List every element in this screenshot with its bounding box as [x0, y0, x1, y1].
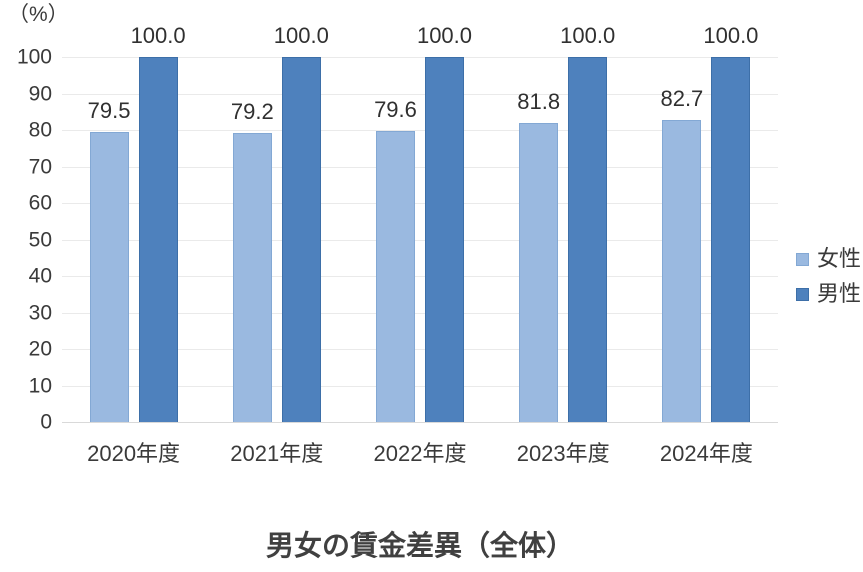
bar-女性-2024年度	[662, 120, 702, 422]
plot-area: 79.5 100.0 2020年度 79.2 100.0 2021年度 79.6 100.0 2…	[62, 25, 778, 466]
x-axis-label: 2023年度	[516, 441, 610, 466]
y-tick-label: 100	[16, 45, 52, 69]
legend-entry-男性: 男性	[796, 283, 861, 305]
bar-value-label: 100.0	[560, 23, 616, 48]
bar-男性-2023年度	[568, 57, 608, 422]
legend: 女性 男性	[796, 248, 861, 318]
bar-group: 79.6 100.0 2022年度	[348, 25, 491, 466]
x-axis-label: 2022年度	[373, 441, 467, 466]
y-axis: 0 10 20 30 40 50 60 70 80 90 100	[0, 47, 52, 433]
bar-slot: 79.2	[230, 57, 274, 422]
bar-男性-2022年度	[424, 57, 464, 422]
bar-slot: 79.6	[374, 57, 417, 422]
bar-男性-2021年度	[281, 57, 321, 422]
bar-value-label: 79.2	[230, 98, 274, 124]
bar-value-label: 100.0	[703, 23, 759, 48]
bar-group: 81.8 100.0 2023年度	[492, 25, 635, 466]
gridline	[62, 276, 778, 277]
bar-group: 82.7 100.0 2024年度	[635, 25, 778, 466]
y-tick-label: 30	[28, 301, 52, 324]
y-axis-unit-label: （%）	[8, 3, 69, 26]
bar-女性-2020年度	[89, 131, 129, 422]
gridline	[62, 349, 778, 350]
legend-swatch-icon	[796, 252, 809, 266]
bar-groups: 79.5 100.0 2020年度 79.2 100.0 2021年度 79.6 100.0 2…	[62, 25, 778, 466]
legend-label: 女性	[817, 246, 862, 271]
bar-slot: 82.7	[660, 57, 704, 422]
y-tick-label: 50	[28, 228, 52, 251]
gridline	[62, 385, 778, 387]
gridline	[62, 312, 778, 314]
x-axis-line	[62, 422, 778, 423]
bar-group: 79.2 100.0 2021年度	[205, 25, 348, 466]
bar-value-label: 82.7	[660, 86, 704, 112]
x-axis-label: 2024年度	[659, 441, 753, 466]
y-tick-label: 90	[28, 82, 52, 105]
bar-slot: 100.0	[274, 25, 329, 422]
bar-slot: 100.0	[560, 25, 615, 422]
bar-男性-2020年度	[138, 57, 178, 422]
bar-slot: 100.0	[417, 25, 472, 422]
gridline	[62, 203, 778, 204]
bar-value-label: 81.8	[517, 89, 561, 115]
y-tick-label: 80	[28, 118, 52, 142]
x-axis-label: 2020年度	[87, 441, 181, 466]
bar-slot: 81.8	[517, 57, 561, 422]
bar-value-label: 100.0	[416, 23, 473, 48]
bar-value-label: 79.6	[374, 97, 417, 123]
legend-swatch-icon	[796, 287, 809, 301]
y-tick-label: 40	[28, 264, 52, 288]
gridline	[62, 130, 778, 131]
gridline	[62, 93, 778, 95]
y-tick-label: 0	[40, 410, 52, 434]
y-tick-label: 70	[28, 155, 52, 178]
bar-slot: 100.0	[131, 25, 186, 422]
bar-男性-2024年度	[711, 57, 751, 422]
y-tick-label: 10	[28, 374, 52, 397]
chart-title: 男女の賃金差異（全体）	[265, 530, 574, 561]
y-tick-label: 20	[28, 337, 52, 361]
y-tick-label: 60	[28, 191, 52, 215]
bar-女性-2022年度	[375, 131, 415, 422]
bar-女性-2023年度	[519, 123, 559, 422]
bar-slot: 100.0	[703, 25, 758, 422]
bar-女性-2021年度	[232, 132, 272, 422]
bar-slot: 79.5	[87, 57, 131, 422]
bar-group: 79.5 100.0 2020年度	[62, 25, 205, 466]
gridline	[62, 166, 778, 168]
bar-value-label: 100.0	[273, 23, 329, 48]
bar-value-label: 79.5	[87, 97, 131, 123]
gridline	[62, 57, 778, 58]
legend-label: 男性	[817, 281, 862, 306]
x-axis-label: 2021年度	[230, 441, 324, 466]
bar-value-label: 100.0	[130, 23, 186, 48]
gridline	[62, 239, 778, 241]
legend-entry-女性: 女性	[796, 248, 861, 270]
